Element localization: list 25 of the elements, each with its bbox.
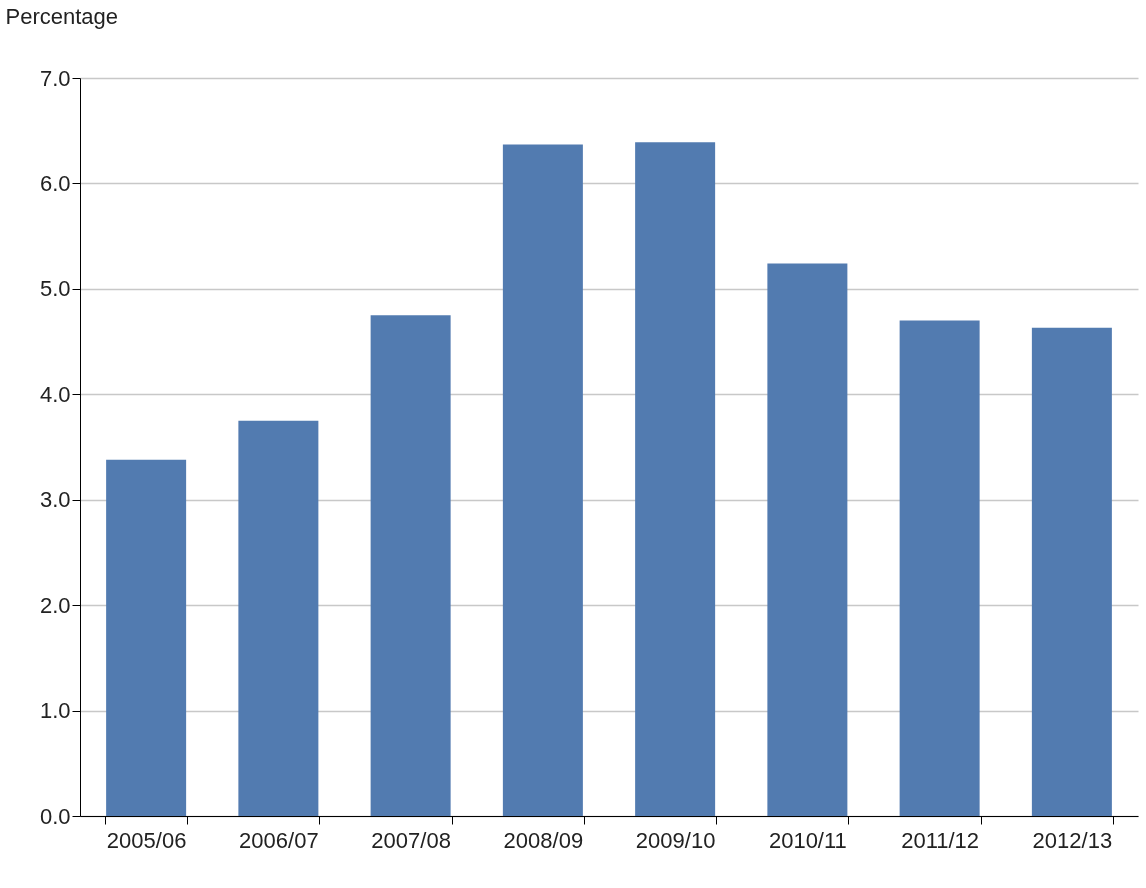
bar [899, 320, 980, 816]
bar [1031, 327, 1112, 816]
y-axis-title: Percentage [5, 3, 119, 29]
bar [635, 142, 716, 816]
y-tick-label: 0.0 [39, 803, 71, 829]
bar [502, 144, 583, 816]
bar [106, 459, 187, 816]
y-tick-label: 1.0 [39, 698, 71, 724]
x-tick-label: 2005/06 [106, 827, 187, 853]
x-tick-label: 2009/10 [635, 827, 716, 853]
y-tick-label: 5.0 [39, 276, 71, 302]
x-tick-label: 2012/13 [1032, 827, 1113, 853]
y-tick-label: 3.0 [39, 487, 71, 513]
x-tick-label: 2011/12 [901, 827, 980, 853]
x-tick-label: 2010/11 [768, 827, 847, 853]
y-tick-label: 6.0 [39, 170, 71, 196]
bar [370, 315, 451, 816]
y-tick-label: 4.0 [39, 381, 71, 407]
bar [767, 263, 848, 816]
y-tick-label: 2.0 [39, 592, 71, 618]
x-tick-label: 2006/07 [239, 827, 319, 853]
x-tick-label: 2007/08 [371, 827, 451, 853]
x-tick-label: 2008/09 [503, 827, 584, 853]
bar [238, 420, 319, 816]
y-tick-label: 7.0 [39, 65, 71, 91]
